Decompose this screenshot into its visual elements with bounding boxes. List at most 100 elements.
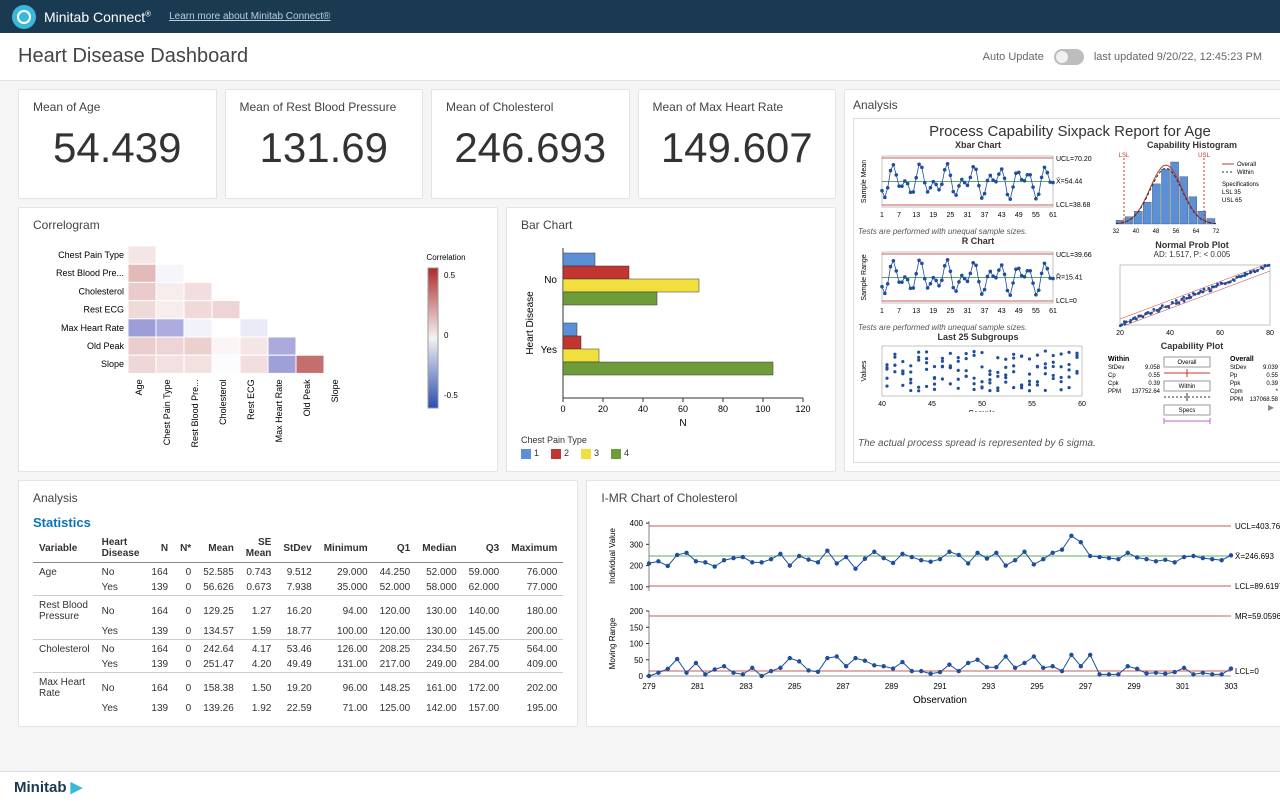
probplot-title: Normal Prob Plot: [1102, 240, 1280, 250]
svg-text:PPM: PPM: [1108, 389, 1121, 395]
svg-text:50: 50: [978, 401, 986, 408]
auto-update-toggle[interactable]: [1054, 49, 1084, 65]
svg-text:49: 49: [1015, 212, 1023, 219]
rchart-note: Tests are performed with unequal sample …: [858, 323, 1098, 332]
kpi-label: Mean of Cholesterol: [446, 100, 615, 114]
svg-text:0: 0: [639, 672, 644, 681]
svg-text:289: 289: [885, 682, 899, 691]
svg-text:291: 291: [934, 682, 948, 691]
svg-text:300: 300: [630, 540, 644, 549]
svg-text:40: 40: [638, 404, 648, 414]
svg-text:293: 293: [982, 682, 996, 691]
svg-text:0.55: 0.55: [1148, 373, 1160, 379]
rchart: UCL=39.66R̄=15.41LCL=0171319253137434955…: [858, 246, 1098, 321]
svg-text:13: 13: [912, 308, 920, 315]
svg-text:0: 0: [560, 404, 565, 414]
learn-more-link[interactable]: Learn more about Minitab Connect®: [169, 11, 330, 22]
barchart-legend-title: Chest Pain Type: [521, 435, 821, 445]
svg-text:Within: Within: [1237, 170, 1254, 176]
svg-text:9.039: 9.039: [1263, 365, 1279, 371]
kpi-value: 131.69: [240, 124, 409, 172]
svg-text:100: 100: [630, 583, 644, 592]
capplot-title: Capability Plot: [1102, 341, 1280, 351]
svg-text:200: 200: [630, 562, 644, 571]
kpi-value: 54.439: [33, 124, 202, 172]
svg-text:Specifications: Specifications: [1222, 182, 1259, 188]
svg-text:19: 19: [929, 212, 937, 219]
page-title: Heart Disease Dashboard: [18, 45, 248, 68]
svg-text:61: 61: [1049, 308, 1057, 315]
correlogram-title: Correlogram: [33, 218, 483, 232]
svg-text:Overall: Overall: [1230, 356, 1254, 363]
svg-text:287: 287: [837, 682, 851, 691]
svg-text:150: 150: [630, 623, 644, 632]
svg-text:Rest Blood Pre...: Rest Blood Pre...: [190, 379, 200, 447]
svg-text:285: 285: [788, 682, 802, 691]
svg-text:400: 400: [630, 519, 644, 528]
correlogram-chart: Chest Pain Type Rest Blood Pre... Choleste…: [33, 238, 483, 458]
probplot-sub: AD: 1.517, P: < 0.005: [1102, 250, 1280, 259]
last25-chart: 4045505560SampleValues: [858, 342, 1098, 412]
svg-text:Heart Disease: Heart Disease: [525, 291, 536, 355]
capability-histogram: LSLUSL324048566472OverallWithinSpecifica…: [1102, 150, 1280, 238]
svg-text:LCL=0: LCL=0: [1235, 667, 1259, 676]
auto-update-label: Auto Update: [983, 51, 1044, 63]
svg-text:48: 48: [1153, 229, 1160, 235]
svg-text:45: 45: [928, 401, 936, 408]
svg-text:61: 61: [1049, 212, 1057, 219]
svg-text:100: 100: [755, 404, 770, 414]
svg-text:25: 25: [947, 308, 955, 315]
analysis-title: Analysis: [853, 98, 1280, 112]
svg-text:56: 56: [1173, 229, 1180, 235]
svg-text:UCL=70.20: UCL=70.20: [1056, 156, 1092, 163]
analysis-sixpack-card: Analysis Process Capability Sixpack Repo…: [844, 89, 1280, 472]
svg-text:No: No: [544, 275, 557, 286]
sixpack-footer: The actual process spread is represented…: [858, 438, 1280, 449]
svg-text:Within: Within: [1108, 356, 1129, 363]
kpi-label: Mean of Max Heart Rate: [653, 100, 822, 114]
product-name: Minitab Connect®: [44, 9, 151, 25]
svg-text:37: 37: [981, 308, 989, 315]
capability-plot: WithinStDev9.058Cp0.55Cpk0.39PPM137752.6…: [1102, 351, 1280, 426]
last-updated-label: last updated 9/20/22, 12:45:23 PM: [1094, 51, 1262, 63]
footer: Minitab ▶: [0, 771, 1280, 802]
svg-text:60: 60: [678, 404, 688, 414]
svg-text:LSL: LSL: [1119, 153, 1130, 159]
svg-text:80: 80: [1266, 330, 1274, 337]
svg-text:Old Peak: Old Peak: [87, 341, 125, 351]
barchart-card: Bar Chart 020406080100120NHeart DiseaseN…: [506, 207, 836, 472]
svg-text:40: 40: [1166, 330, 1174, 337]
svg-text:301: 301: [1176, 682, 1190, 691]
svg-text:25: 25: [947, 212, 955, 219]
svg-text:Chest Pain Type: Chest Pain Type: [162, 379, 172, 445]
svg-text:43: 43: [998, 212, 1006, 219]
svg-text:20: 20: [598, 404, 608, 414]
dashboard-header: Heart Disease Dashboard Auto Update last…: [0, 33, 1280, 81]
statistics-table: VariableHeart DiseaseNN*MeanSE MeanStDev…: [33, 534, 563, 716]
svg-text:0: 0: [444, 331, 449, 340]
svg-text:R̄=15.41: R̄=15.41: [1056, 273, 1083, 281]
svg-text:279: 279: [643, 682, 657, 691]
svg-text:UCL=403.766: UCL=403.766: [1235, 522, 1280, 531]
svg-text:40: 40: [1133, 229, 1140, 235]
topbar: Minitab Connect® Learn more about Minita…: [0, 0, 1280, 33]
scroll-indicator-icon: ▸: [1268, 400, 1278, 410]
svg-text:-0.5: -0.5: [444, 391, 458, 400]
svg-text:LCL=38.68: LCL=38.68: [1056, 202, 1091, 209]
svg-text:Old Peak: Old Peak: [302, 379, 312, 417]
svg-text:Values: Values: [861, 360, 868, 381]
svg-text:Cholesterol: Cholesterol: [218, 379, 228, 425]
kpi-card: Mean of Age54.439: [18, 89, 217, 199]
barchart-chart: 020406080100120NHeart DiseaseNoYes: [521, 238, 821, 428]
svg-text:*: *: [1276, 389, 1279, 395]
svg-text:Max Heart Rate: Max Heart Rate: [61, 323, 124, 333]
svg-text:283: 283: [740, 682, 754, 691]
svg-text:MR=59.0596: MR=59.0596: [1235, 612, 1280, 621]
svg-text:32: 32: [1113, 229, 1120, 235]
svg-text:UCL=39.66: UCL=39.66: [1056, 252, 1092, 259]
svg-text:31: 31: [964, 308, 972, 315]
brand-logo[interactable]: Minitab Connect®: [12, 5, 151, 29]
svg-text:1: 1: [880, 308, 884, 315]
svg-text:LCL=0: LCL=0: [1056, 298, 1077, 305]
svg-text:Rest ECG: Rest ECG: [83, 305, 124, 315]
